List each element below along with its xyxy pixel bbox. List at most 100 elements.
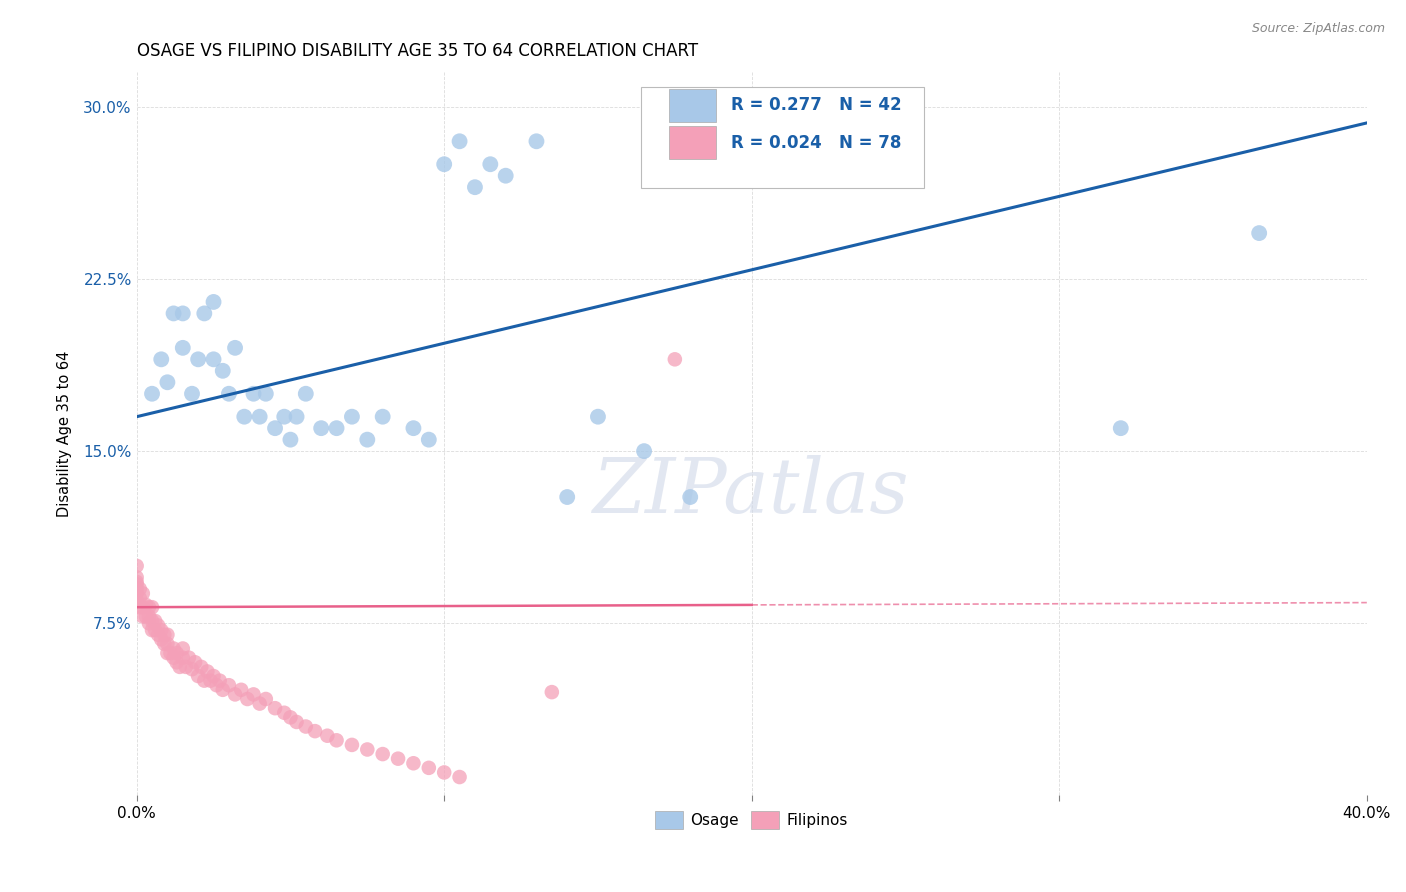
Point	[172, 341, 194, 355]
Point	[162, 641, 184, 656]
Point	[242, 687, 264, 701]
Point	[340, 738, 363, 752]
Text: OSAGE VS FILIPINO DISABILITY AGE 35 TO 64 CORRELATION CHART: OSAGE VS FILIPINO DISABILITY AGE 35 TO 6…	[136, 42, 697, 60]
Point	[1109, 421, 1132, 435]
Point	[156, 376, 179, 390]
Point	[156, 637, 179, 651]
Point	[132, 600, 155, 615]
Point	[464, 180, 486, 194]
Bar	[669, 88, 716, 121]
Point	[1249, 226, 1271, 240]
Point	[125, 577, 148, 591]
Point	[153, 637, 176, 651]
Point	[224, 687, 246, 701]
Point	[172, 306, 194, 320]
Point	[132, 586, 155, 600]
Point	[340, 409, 363, 424]
Point	[479, 157, 502, 171]
Point	[150, 623, 173, 637]
Point	[193, 306, 215, 320]
Point	[356, 433, 378, 447]
Point	[202, 352, 225, 367]
Point	[449, 770, 471, 784]
Point	[128, 591, 150, 605]
Point	[202, 669, 225, 683]
Point	[132, 609, 155, 624]
Point	[150, 632, 173, 647]
Point	[138, 600, 160, 615]
Point	[202, 294, 225, 309]
Point	[125, 558, 148, 573]
Point	[231, 682, 253, 697]
Point	[205, 678, 228, 692]
Point	[141, 614, 163, 628]
Point	[664, 352, 686, 367]
Point	[181, 662, 204, 676]
Point	[304, 724, 326, 739]
Point	[159, 646, 181, 660]
Point	[371, 747, 394, 761]
Point	[193, 673, 215, 688]
Point	[249, 697, 271, 711]
Point	[128, 600, 150, 615]
Point	[325, 421, 347, 435]
Point	[280, 710, 302, 724]
Point	[309, 421, 332, 435]
Point	[208, 673, 231, 688]
Point	[125, 586, 148, 600]
FancyBboxPatch shape	[641, 87, 924, 188]
Point	[156, 646, 179, 660]
Point	[148, 618, 170, 632]
Point	[402, 756, 425, 771]
Point	[254, 692, 277, 706]
Point	[280, 433, 302, 447]
Point	[254, 386, 277, 401]
Point	[172, 641, 194, 656]
Point	[141, 623, 163, 637]
Text: R = 0.277   N = 42: R = 0.277 N = 42	[731, 96, 901, 114]
Point	[264, 421, 287, 435]
Bar	[669, 126, 716, 159]
Point	[264, 701, 287, 715]
Point	[371, 409, 394, 424]
Point	[387, 752, 409, 766]
Point	[211, 364, 233, 378]
Point	[184, 655, 207, 669]
Y-axis label: Disability Age 35 to 64: Disability Age 35 to 64	[58, 351, 72, 517]
Point	[294, 386, 316, 401]
Point	[224, 341, 246, 355]
Legend: Osage, Filipinos: Osage, Filipinos	[650, 805, 853, 835]
Point	[135, 609, 157, 624]
Point	[190, 660, 212, 674]
Point	[141, 600, 163, 615]
Point	[236, 692, 259, 706]
Point	[174, 660, 197, 674]
Point	[125, 593, 148, 607]
Point	[138, 609, 160, 624]
Point	[249, 409, 271, 424]
Point	[285, 409, 308, 424]
Point	[273, 409, 295, 424]
Point	[242, 386, 264, 401]
Point	[540, 685, 562, 699]
Point	[211, 682, 233, 697]
Point	[148, 628, 170, 642]
Point	[526, 134, 548, 148]
Point	[418, 433, 440, 447]
Point	[166, 646, 188, 660]
Point	[169, 660, 191, 674]
Point	[633, 444, 655, 458]
Point	[187, 352, 209, 367]
Point	[128, 582, 150, 596]
Point	[181, 386, 204, 401]
Point	[433, 765, 456, 780]
Point	[294, 720, 316, 734]
Point	[156, 628, 179, 642]
Point	[418, 761, 440, 775]
Point	[200, 673, 222, 688]
Point	[449, 134, 471, 148]
Point	[218, 678, 240, 692]
Point	[402, 421, 425, 435]
Point	[316, 729, 339, 743]
Point	[162, 650, 184, 665]
